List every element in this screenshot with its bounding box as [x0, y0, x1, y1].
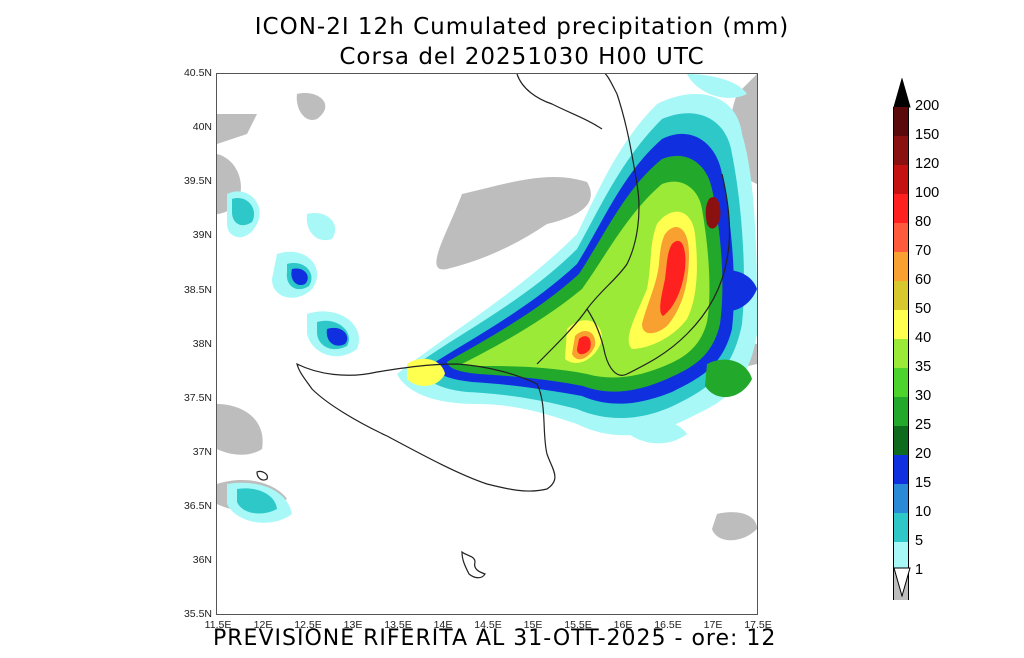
lon-label: 13.5E [384, 619, 412, 631]
lon-label: 12E [253, 619, 273, 631]
lat-label: 40.5N [183, 67, 212, 79]
colorbar-label: 25 [915, 417, 932, 433]
colorbar-bottom-arrow [893, 567, 911, 597]
colorbar-segment [893, 339, 909, 368]
colorbar-label: 40 [915, 330, 932, 346]
lon-label: 12.5E [294, 619, 322, 631]
lat-label: 40N [192, 121, 212, 133]
lon-label: 17.5E [744, 619, 772, 631]
colorbar-segment [893, 513, 909, 542]
colorbar-label: 50 [915, 301, 932, 317]
colorbar-label: 20 [915, 446, 932, 462]
colorbar-label: 150 [915, 127, 940, 143]
precip-100mm [577, 240, 686, 355]
lon-label: 14E [433, 619, 453, 631]
precipitation-map [216, 73, 758, 615]
colorbar [893, 107, 909, 600]
colorbar-label: 100 [915, 185, 940, 201]
colorbar-segment [893, 397, 909, 426]
map-subtitle: Corsa del 20251030 H00 UTC [339, 44, 705, 70]
lat-label: 39N [192, 229, 212, 241]
lat-label: 38.5N [183, 284, 212, 296]
colorbar-segment [893, 542, 909, 571]
map-canvas [217, 74, 757, 579]
colorbar-label: 80 [915, 214, 932, 230]
colorbar-segment [893, 223, 909, 252]
precip-150mm [705, 196, 721, 229]
lon-label: 15E [523, 619, 543, 631]
colorbar-segment [893, 426, 909, 455]
colorbar-segment [893, 136, 909, 165]
map-title: ICON-2I 12h Cumulated precipitation (mm) [254, 14, 790, 40]
lat-label: 37.5N [183, 392, 212, 404]
lon-label: 11.5E [204, 619, 232, 631]
colorbar-label: 15 [915, 475, 932, 491]
lat-label: 36.5N [183, 500, 212, 512]
colorbar-label: 1 [915, 562, 924, 578]
colorbar-segment [893, 281, 909, 310]
lat-label: 39.5N [183, 175, 212, 187]
colorbar-segment [893, 107, 909, 136]
lat-label: 36N [192, 554, 212, 566]
colorbar-segment [893, 484, 909, 513]
colorbar-label: 35 [915, 359, 932, 375]
lat-label: 38N [192, 338, 212, 350]
lon-label: 15.5E [564, 619, 592, 631]
colorbar-segment [893, 165, 909, 194]
lon-label: 14.5E [474, 619, 502, 631]
colorbar-segment [893, 455, 909, 484]
colorbar-segment [893, 194, 909, 223]
lon-label: 17E [703, 619, 723, 631]
coastlines [256, 74, 731, 579]
colorbar-top-arrow [893, 78, 911, 108]
colorbar-label: 120 [915, 156, 940, 172]
colorbar-segment [893, 368, 909, 397]
lat-label: 35.5N [183, 608, 212, 620]
lon-label: 16.5E [654, 619, 682, 631]
lat-label: 37N [192, 446, 212, 458]
lon-label: 16E [613, 619, 633, 631]
colorbar-label: 10 [915, 504, 932, 520]
colorbar-label: 60 [915, 272, 932, 288]
forecast-valid-time: PREVISIONE RIFERITA AL 31-OTT-2025 - ore… [213, 626, 777, 651]
colorbar-segment [893, 310, 909, 339]
colorbar-label: 200 [915, 98, 940, 114]
colorbar-segment [893, 252, 909, 281]
colorbar-label: 70 [915, 243, 932, 259]
colorbar-label: 30 [915, 388, 932, 404]
lon-label: 13E [343, 619, 363, 631]
colorbar-label: 5 [915, 533, 924, 549]
